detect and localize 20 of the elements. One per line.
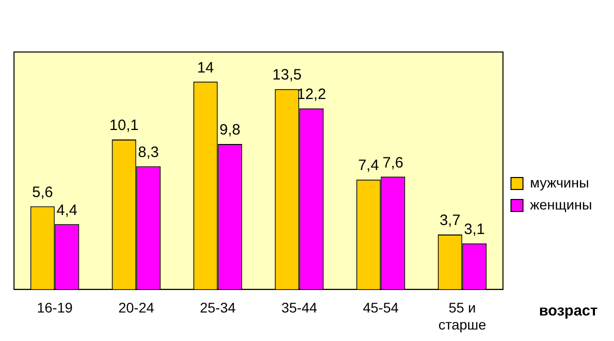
- data-label: 7,4: [358, 157, 379, 174]
- data-label: 10,1: [109, 117, 139, 134]
- data-label: 8,3: [138, 144, 159, 161]
- data-label: 3,7: [440, 212, 460, 230]
- data-label: 9,8: [220, 122, 240, 139]
- x-tick-label: 20-24: [118, 300, 154, 316]
- x-tick-label: 35-44: [281, 300, 318, 316]
- x-tick-label: 25-34: [200, 300, 236, 316]
- x-tick-label: 55 и старше: [438, 300, 486, 332]
- data-label: 5,6: [32, 184, 53, 201]
- data-label: 14: [197, 59, 214, 76]
- data-label: 3,1: [464, 221, 485, 238]
- data-label: 7,6: [382, 154, 404, 172]
- x-axis-title: возраст: [538, 302, 598, 320]
- data-label: 13,5: [272, 66, 302, 84]
- x-tick-label: 45-54: [362, 300, 399, 316]
- data-label: 4,4: [56, 202, 78, 219]
- x-tick-label: 16-19: [36, 300, 73, 316]
- legend-label: женщины: [530, 196, 592, 212]
- legend-label: мужчины: [530, 174, 590, 190]
